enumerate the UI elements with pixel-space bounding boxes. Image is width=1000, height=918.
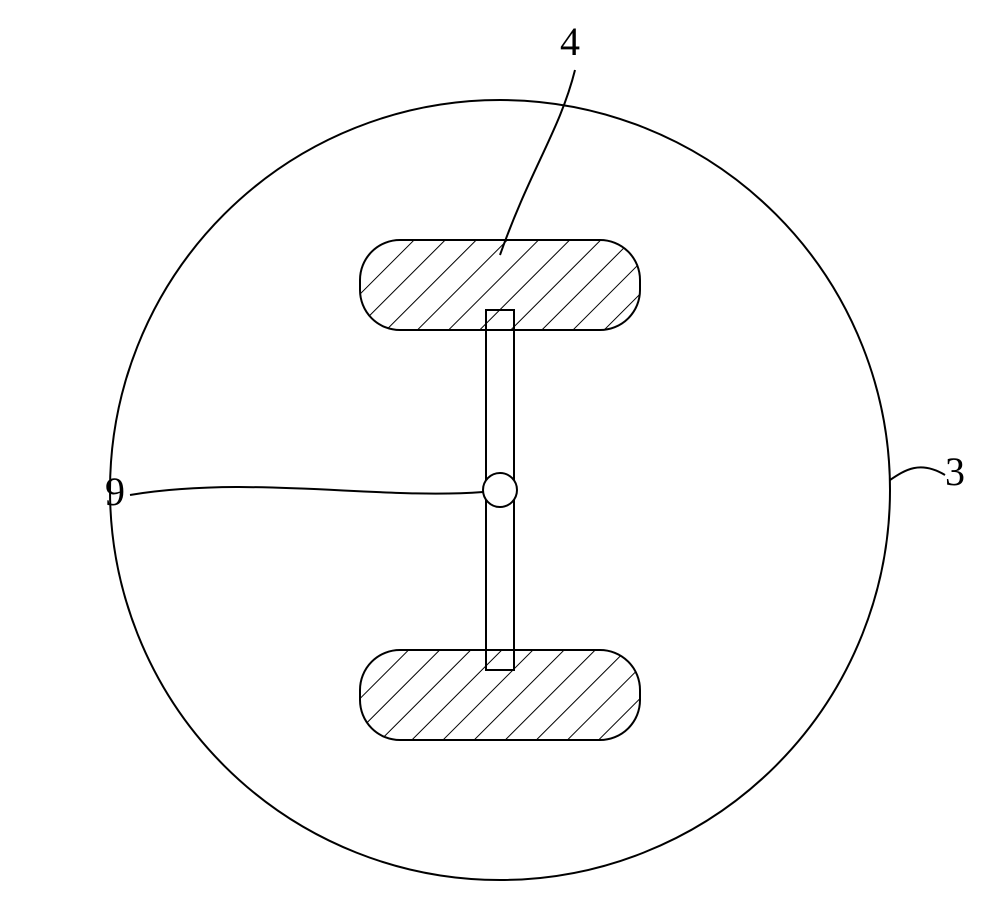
callout-label-3: 3	[945, 449, 965, 494]
center-pivot	[483, 473, 517, 507]
lobe-bottom	[360, 650, 640, 740]
leader-3	[890, 467, 945, 480]
callout-label-4: 4	[560, 19, 580, 64]
mechanical-diagram: 4 3 9	[0, 0, 1000, 918]
callout-label-9: 9	[105, 469, 125, 514]
leader-9	[130, 487, 483, 495]
leader-4	[500, 70, 575, 255]
